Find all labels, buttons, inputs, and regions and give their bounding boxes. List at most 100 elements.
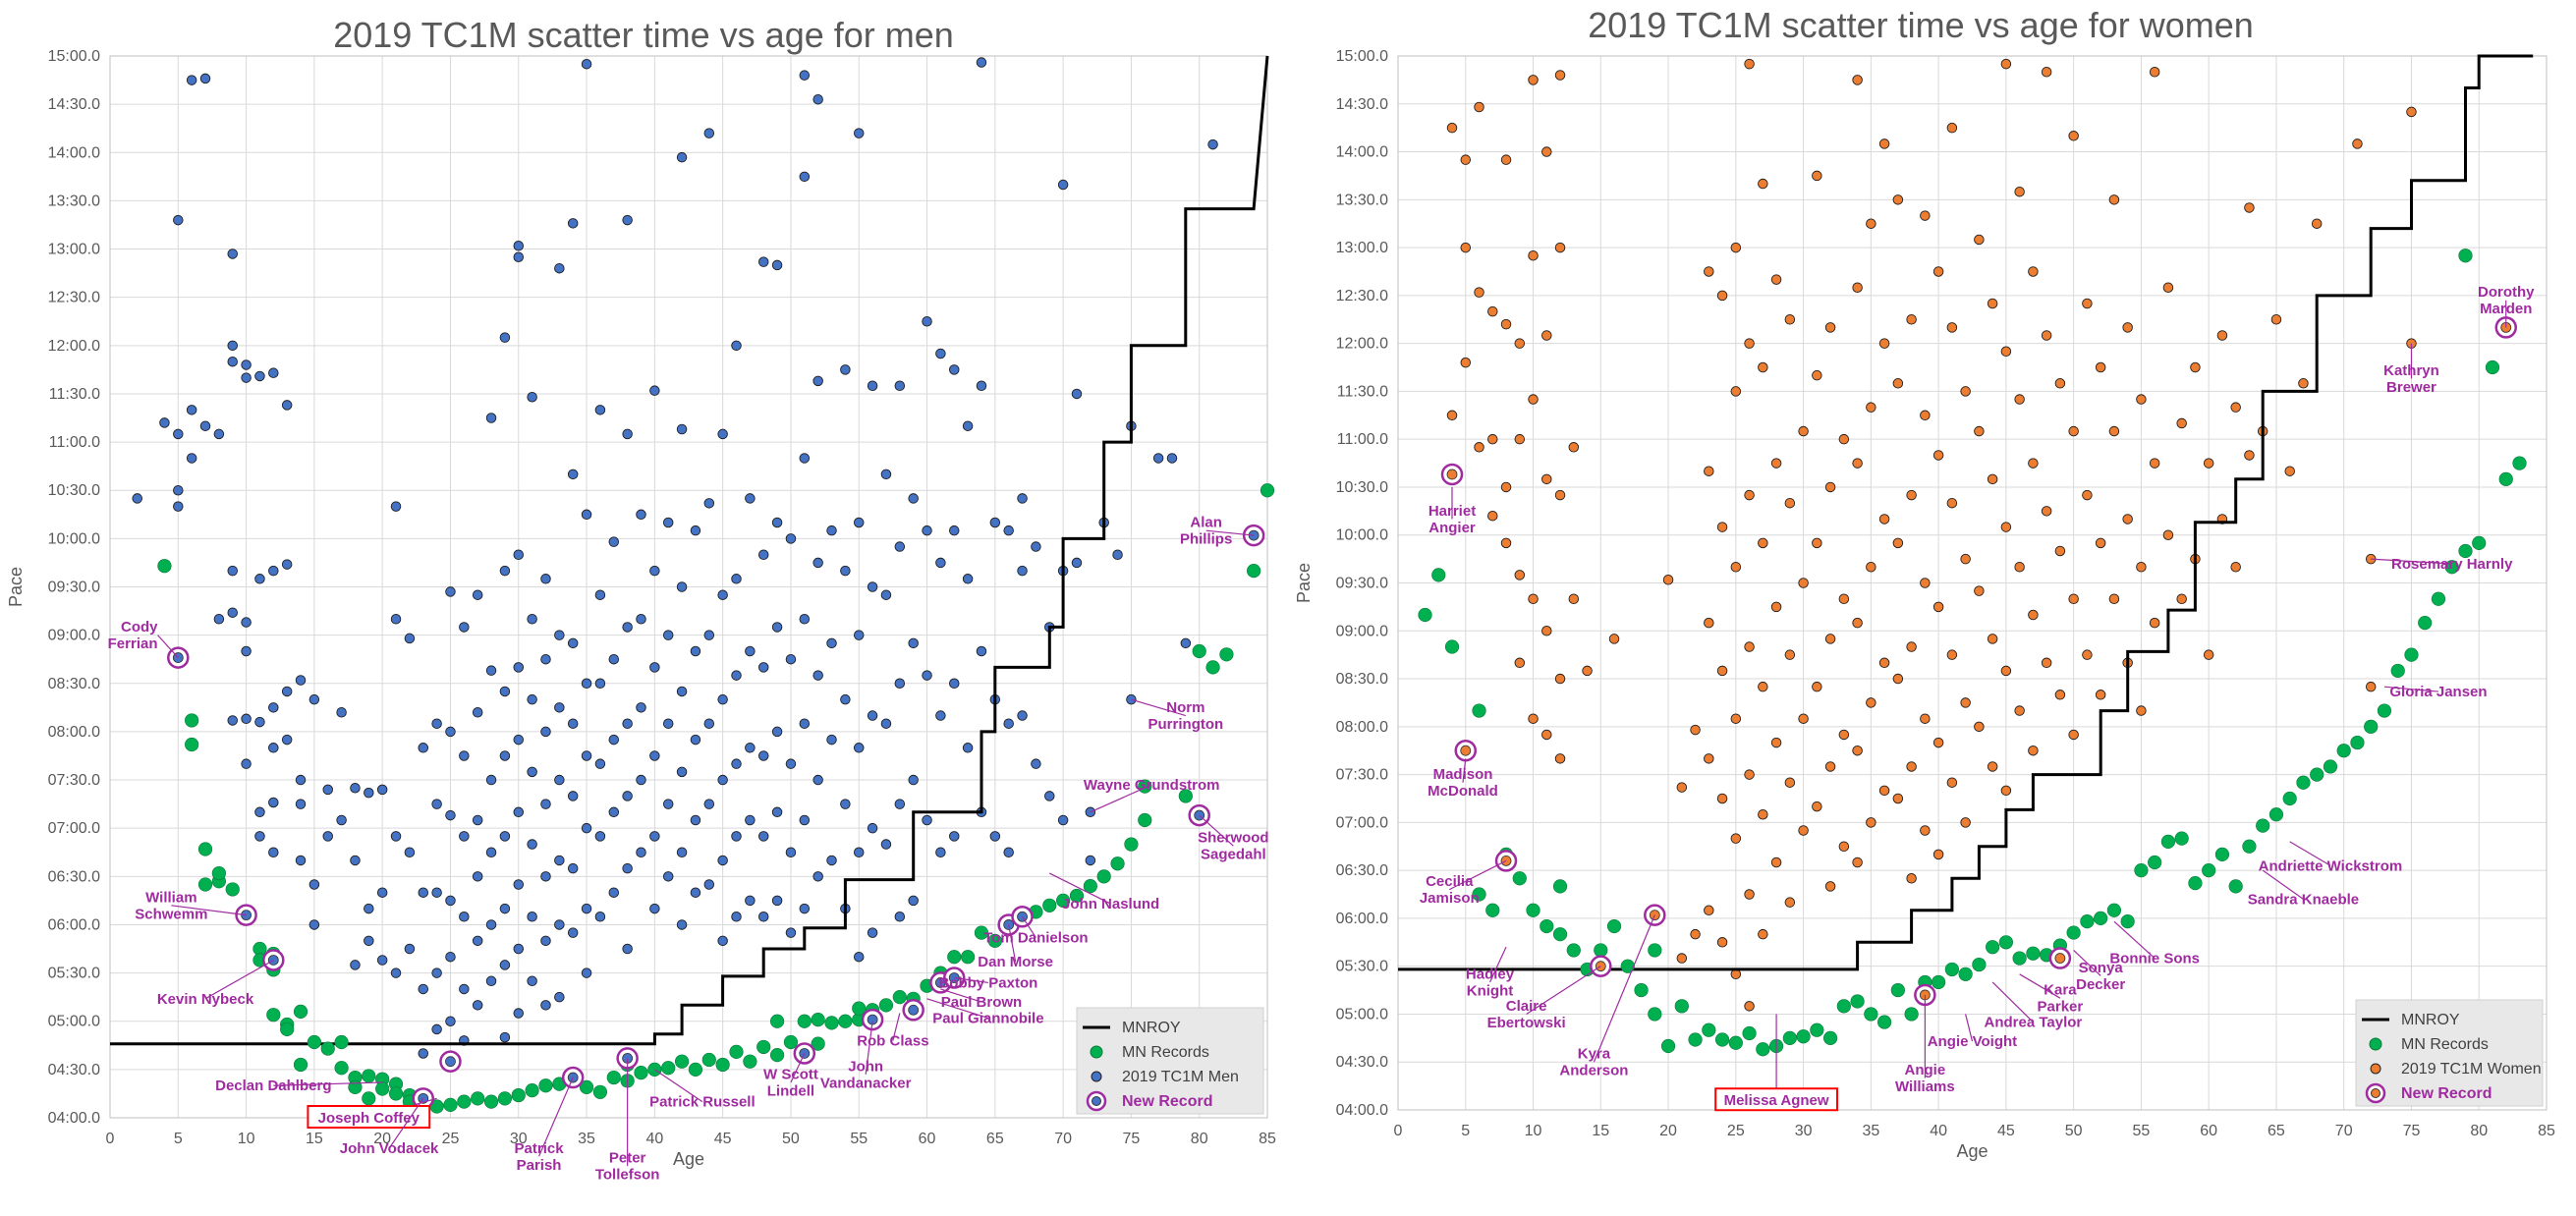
record-point [375, 1081, 390, 1096]
participant-point [1974, 425, 1985, 437]
record-point [1944, 962, 1959, 977]
participant-point [1798, 825, 1809, 836]
record-point [824, 1016, 839, 1030]
annotation-line: Tollefson [595, 1167, 660, 1184]
participant-point [1852, 745, 1863, 756]
participant-point [322, 784, 333, 796]
annotation-line: Knight [1467, 982, 1513, 999]
participant-point [295, 675, 307, 686]
participant-point [799, 814, 811, 826]
participant-point [540, 799, 551, 809]
record-point [2120, 914, 2135, 929]
participant-point [1932, 601, 1944, 613]
participant-point [173, 214, 184, 226]
participant-point [1541, 729, 1552, 741]
new-record-point [908, 1004, 920, 1016]
participant-point [445, 1016, 456, 1026]
participant-point [717, 935, 728, 947]
participant-point [1528, 75, 1539, 85]
participant-point [636, 614, 646, 625]
record-point [1472, 887, 1486, 902]
participant-point [1798, 425, 1809, 437]
participant-point [268, 847, 279, 858]
record-point [1205, 660, 1220, 675]
record-point [1247, 564, 1261, 579]
participant-point [540, 574, 551, 584]
annotation-leader [954, 976, 988, 984]
record-point [2256, 818, 2270, 833]
x-tick-label: 20 [1659, 1123, 1677, 1139]
x-tick-label: 70 [1054, 1131, 1072, 1147]
new-record-point [1500, 855, 1512, 866]
annotation-line: Ebertowski [1487, 1015, 1566, 1031]
participant-point [1974, 721, 1985, 733]
record-point [769, 1048, 785, 1063]
participant-point [935, 710, 946, 721]
participant-point [1003, 718, 1014, 729]
record-point [1418, 607, 1432, 623]
participant-point [1085, 855, 1096, 866]
participant-point [1866, 218, 1876, 229]
y-tick-label: 08:00.0 [48, 724, 100, 741]
participant-point [690, 734, 701, 746]
participant-point [1852, 617, 1863, 629]
annotation-leader [2019, 973, 2061, 999]
participant-point [173, 484, 184, 496]
participant-point [622, 943, 633, 955]
annotation-label: Joseph Coffey [318, 1110, 420, 1127]
record-point [225, 882, 240, 897]
participant-point [418, 743, 429, 753]
record-point [2174, 831, 2189, 846]
annotation-line: Andriette Wickstrom [2259, 857, 2403, 874]
participant-point [1500, 318, 1512, 330]
annotation-line: Angier [1428, 520, 1476, 536]
participant-point [581, 58, 592, 70]
record-point [1796, 1029, 1811, 1044]
participant-point [268, 797, 279, 808]
participant-point [199, 73, 211, 84]
record-point [2296, 775, 2311, 790]
record-point [1178, 789, 1193, 803]
annotation-label: Andrea Taylor [1985, 1015, 2083, 1031]
chart-title: 2019 TC1M scatter time vs age for women [1588, 5, 2254, 45]
participant-point [1460, 357, 1472, 368]
participant-point [2000, 665, 2012, 677]
participant-point [2028, 609, 2039, 621]
x-tick-label: 65 [2268, 1123, 2285, 1139]
participant-point [1758, 537, 1768, 549]
record-point [1096, 869, 1111, 884]
x-tick-label: 0 [1394, 1123, 1403, 1139]
x-axis-label: Age [673, 1149, 704, 1169]
participant-point [2162, 529, 2174, 540]
annotation-line: John [848, 1058, 883, 1075]
y-tick-label: 14:00.0 [48, 144, 100, 161]
participant-point [1500, 537, 1512, 549]
participant-point [472, 871, 483, 882]
participant-point [1744, 1001, 1755, 1012]
record-point [1552, 927, 1568, 942]
participant-point [757, 750, 769, 761]
participant-point [771, 806, 783, 818]
participant-point [1852, 857, 1863, 868]
record-point [362, 1091, 376, 1106]
record-point [1648, 943, 1662, 958]
participant-point [513, 549, 525, 560]
participant-point [922, 814, 932, 826]
participant-point [459, 622, 470, 633]
record-point [1606, 918, 1622, 934]
record-point [2242, 839, 2257, 854]
participant-point [703, 498, 715, 509]
participant-point [322, 831, 333, 842]
participant-point [867, 581, 878, 592]
participant-point [676, 423, 688, 435]
participant-point [364, 903, 374, 914]
participant-point [1017, 565, 1028, 577]
participant-point [1541, 330, 1552, 341]
record-point [320, 1041, 335, 1056]
participant-point [1758, 808, 1768, 820]
y-tick-label: 07:30.0 [48, 772, 100, 789]
participant-point [745, 814, 756, 826]
record-point [743, 1054, 757, 1069]
participant-point [622, 718, 633, 729]
participant-point [1920, 713, 1931, 724]
